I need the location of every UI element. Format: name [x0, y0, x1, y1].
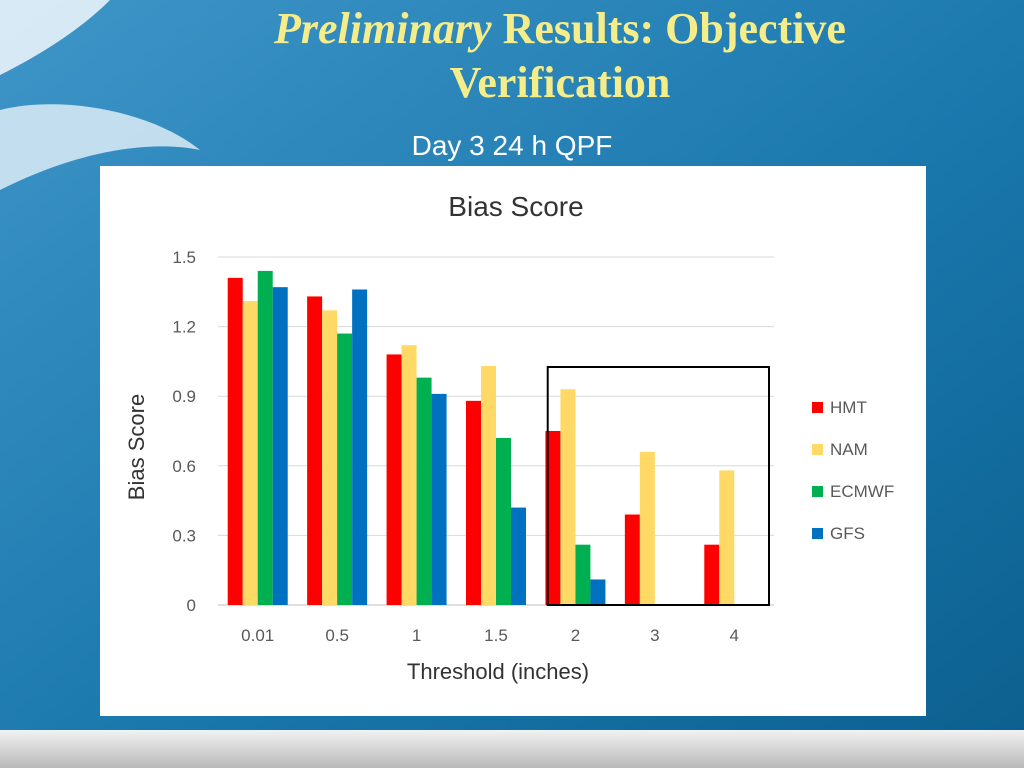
y-tick-label: 1.2	[172, 318, 196, 337]
wave-shape	[0, 0, 110, 75]
legend-swatch-nam	[812, 444, 823, 455]
bar-ecmwf	[416, 377, 432, 605]
highlight-rectangle	[546, 366, 771, 606]
title-rest: Results: Objective Verification	[449, 4, 846, 107]
y-tick-label: 0.9	[172, 387, 196, 406]
bar-nam	[242, 301, 258, 605]
x-tick-label: 0.5	[325, 626, 349, 645]
x-axis-label: Threshold (inches)	[407, 659, 589, 684]
bar-hmt	[545, 431, 561, 605]
x-tick-label: 3	[650, 626, 659, 645]
bar-ecmwf	[575, 544, 591, 605]
bar-gfs	[511, 507, 526, 605]
x-tick-label: 1	[412, 626, 421, 645]
bar-gfs	[272, 287, 288, 605]
bar-nam	[322, 310, 338, 605]
bar-nam	[560, 389, 576, 605]
y-tick-label: 0	[187, 596, 196, 615]
bias-score-chart: Bias Score Bias Score Threshold (inches)…	[124, 191, 894, 684]
legend-swatch-ecmwf	[812, 486, 823, 497]
bar-hmt	[624, 514, 640, 605]
bar-nam	[639, 451, 655, 605]
bar-gfs	[590, 579, 606, 605]
legend-label: ECMWF	[830, 482, 894, 501]
x-tick-label: 1.5	[484, 626, 508, 645]
y-tick-label: 0.3	[172, 526, 196, 545]
legend-label: GFS	[830, 524, 865, 543]
bar-nam	[719, 470, 735, 605]
bar-ecmwf	[496, 437, 511, 605]
bar-hmt	[227, 277, 243, 605]
x-tick-labels: 0.01 0.5 1 1.5 2 3 4	[241, 626, 739, 645]
x-tick-label: 0.01	[241, 626, 274, 645]
bar-hmt	[704, 544, 720, 605]
y-tick-label: 0.6	[172, 457, 196, 476]
chart-title: Bias Score	[448, 191, 583, 222]
x-tick-label: 2	[571, 626, 580, 645]
bar-nam	[481, 366, 496, 605]
bar-ecmwf	[337, 333, 353, 605]
bar-gfs	[352, 289, 368, 605]
bar-gfs	[431, 393, 447, 605]
slide-subtitle: Day 3 24 h QPF	[411, 130, 613, 161]
highlight-box	[546, 366, 771, 606]
bar-hmt	[466, 400, 481, 605]
legend: HMT NAM ECMWF GFS	[812, 398, 894, 543]
legend-label: HMT	[830, 398, 867, 417]
bars	[227, 270, 735, 605]
x-tick-label: 4	[730, 626, 739, 645]
chart-panel: Bias Score Bias Score Threshold (inches)…	[100, 166, 926, 716]
wave-swoosh	[0, 104, 200, 190]
title-italic: Preliminary	[274, 4, 492, 53]
bar-hmt	[386, 354, 402, 605]
footer-band	[0, 730, 1024, 768]
bar-ecmwf	[257, 270, 273, 605]
y-tick-label: 1.5	[172, 248, 196, 267]
legend-swatch-hmt	[812, 402, 823, 413]
y-axis-label: Bias Score	[124, 394, 149, 500]
bar-hmt	[307, 296, 323, 605]
legend-label: NAM	[830, 440, 868, 459]
bar-nam	[401, 345, 417, 605]
legend-swatch-gfs	[812, 528, 823, 539]
y-tick-labels: 0 0.3 0.6 0.9 1.2 1.5	[172, 248, 196, 615]
slide-title: Preliminary Results: Objective Verificat…	[200, 2, 920, 110]
